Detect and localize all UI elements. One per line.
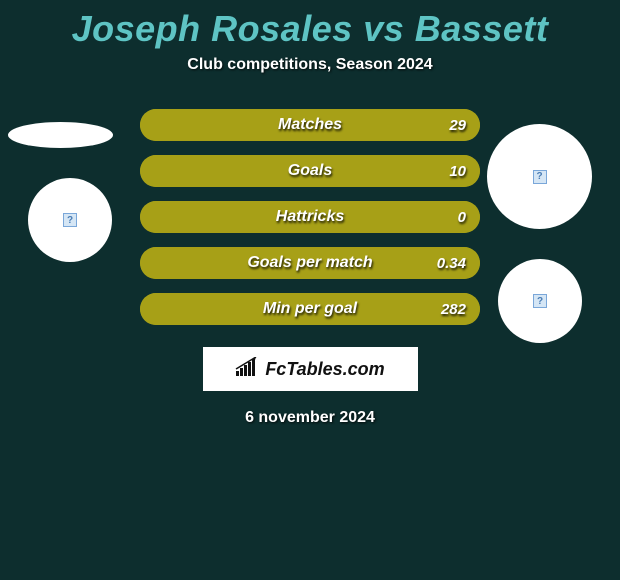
stat-bar: Min per goal 282 xyxy=(140,293,480,325)
bar-label: Goals xyxy=(288,162,332,180)
brand-box: FcTables.com xyxy=(203,347,418,391)
avatar-placeholder-4: ? xyxy=(498,259,582,343)
date-label: 6 november 2024 xyxy=(0,409,620,427)
bar-label: Min per goal xyxy=(263,300,357,318)
avatar-placeholder-3: ? xyxy=(487,124,592,229)
bar-value-right: 29 xyxy=(449,117,466,134)
avatar-placeholder-2: ? xyxy=(28,178,112,262)
bar-label: Goals per match xyxy=(247,254,372,272)
bar-fill-left xyxy=(140,155,310,187)
comparison-content: ? ? ? Matches 29 Goals 10 Hattricks 0 Goals pe… xyxy=(0,109,620,427)
stat-bars: Matches 29 Goals 10 Hattricks 0 Goals per matc… xyxy=(140,109,480,325)
avatar-placeholder-1 xyxy=(8,122,113,148)
brand-text: FcTables.com xyxy=(265,359,384,380)
stat-bar: Matches 29 xyxy=(140,109,480,141)
page-title: Joseph Rosales vs Bassett xyxy=(0,0,620,50)
stat-bar: Goals 10 xyxy=(140,155,480,187)
brand-chart-icon xyxy=(235,357,261,382)
image-placeholder-icon: ? xyxy=(533,294,547,308)
image-placeholder-icon: ? xyxy=(533,170,547,184)
stat-bar: Hattricks 0 xyxy=(140,201,480,233)
bar-label: Hattricks xyxy=(276,208,344,226)
stat-bar: Goals per match 0.34 xyxy=(140,247,480,279)
bar-label: Matches xyxy=(278,116,342,134)
bar-value-right: 0.34 xyxy=(437,255,466,272)
bar-value-right: 0 xyxy=(458,209,466,226)
bar-value-right: 10 xyxy=(449,163,466,180)
bar-value-right: 282 xyxy=(441,301,466,318)
subtitle: Club competitions, Season 2024 xyxy=(0,56,620,74)
image-placeholder-icon: ? xyxy=(63,213,77,227)
